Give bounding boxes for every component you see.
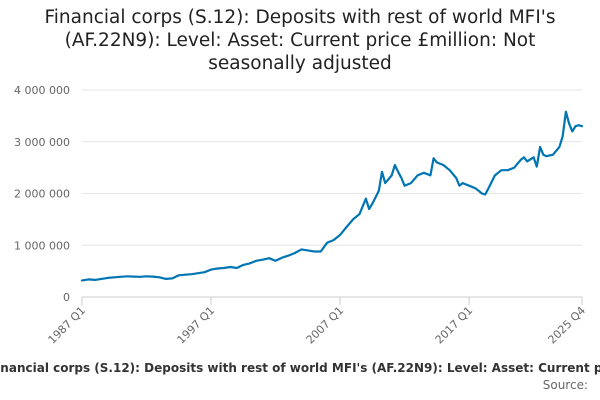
y-tick-label-1: 1 000 000 [14, 239, 70, 252]
chart-title: Financial corps (S.12): Deposits with re… [10, 6, 590, 75]
y-tick-label-0: 0 [63, 291, 70, 304]
x-tick-label-2: 2007 Q1 [304, 304, 347, 347]
x-tick-label-0: 1987 Q1 [46, 304, 89, 347]
chart-title-line-3: seasonally adjusted [208, 53, 392, 74]
x-tick-label-4: 2025 Q4 [546, 304, 589, 347]
chart-title-line-1: Financial corps (S.12): Deposits with re… [44, 7, 556, 28]
y-tick-label-2: 2 000 000 [14, 188, 70, 201]
series-line-0 [80, 110, 584, 282]
chart-title-line-2: (AF.22N9): Level: Asset: Current price £… [64, 30, 536, 51]
y-tick-label-4: 4 000 000 [14, 84, 70, 97]
legend-label: Financial corps (S.12): Deposits with re… [0, 361, 600, 375]
x-tick-label-3: 2017 Q1 [433, 304, 476, 347]
x-tick-label-1: 1997 Q1 [175, 304, 218, 347]
chart-source: Source: [542, 378, 588, 392]
y-tick-label-3: 3 000 000 [14, 136, 70, 149]
chart-legend[interactable]: Financial corps (S.12): Deposits with re… [0, 360, 600, 378]
